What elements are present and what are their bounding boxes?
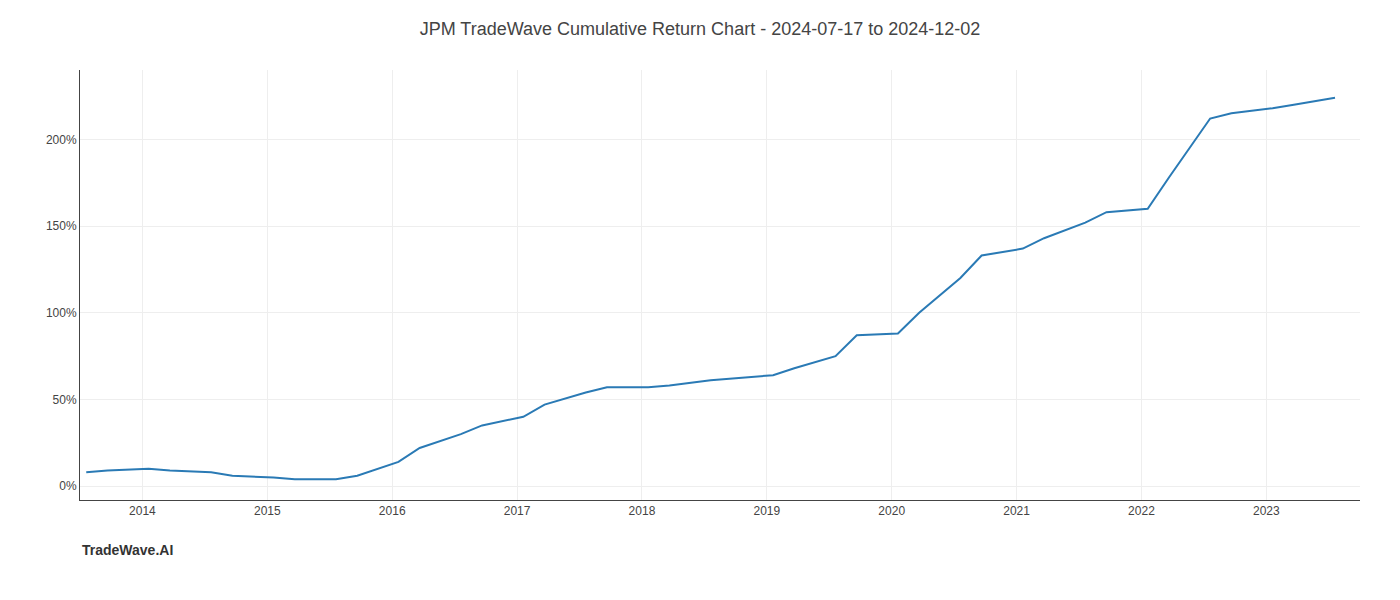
- svg-text:2015: 2015: [254, 504, 281, 518]
- svg-text:2016: 2016: [379, 504, 406, 518]
- svg-text:100%: 100%: [46, 306, 77, 320]
- svg-text:2019: 2019: [753, 504, 780, 518]
- svg-text:2017: 2017: [504, 504, 531, 518]
- svg-text:2022: 2022: [1128, 504, 1155, 518]
- svg-text:JPM TradeWave Cumulative Retur: JPM TradeWave Cumulative Return Chart - …: [420, 19, 981, 39]
- svg-text:150%: 150%: [46, 219, 77, 233]
- svg-text:2014: 2014: [129, 504, 156, 518]
- svg-text:2021: 2021: [1003, 504, 1030, 518]
- svg-text:200%: 200%: [46, 133, 77, 147]
- svg-text:2023: 2023: [1253, 504, 1280, 518]
- svg-text:TradeWave.AI: TradeWave.AI: [82, 542, 173, 558]
- svg-text:50%: 50%: [53, 393, 77, 407]
- svg-text:0%: 0%: [59, 479, 77, 493]
- svg-text:2018: 2018: [629, 504, 656, 518]
- svg-text:2020: 2020: [878, 504, 905, 518]
